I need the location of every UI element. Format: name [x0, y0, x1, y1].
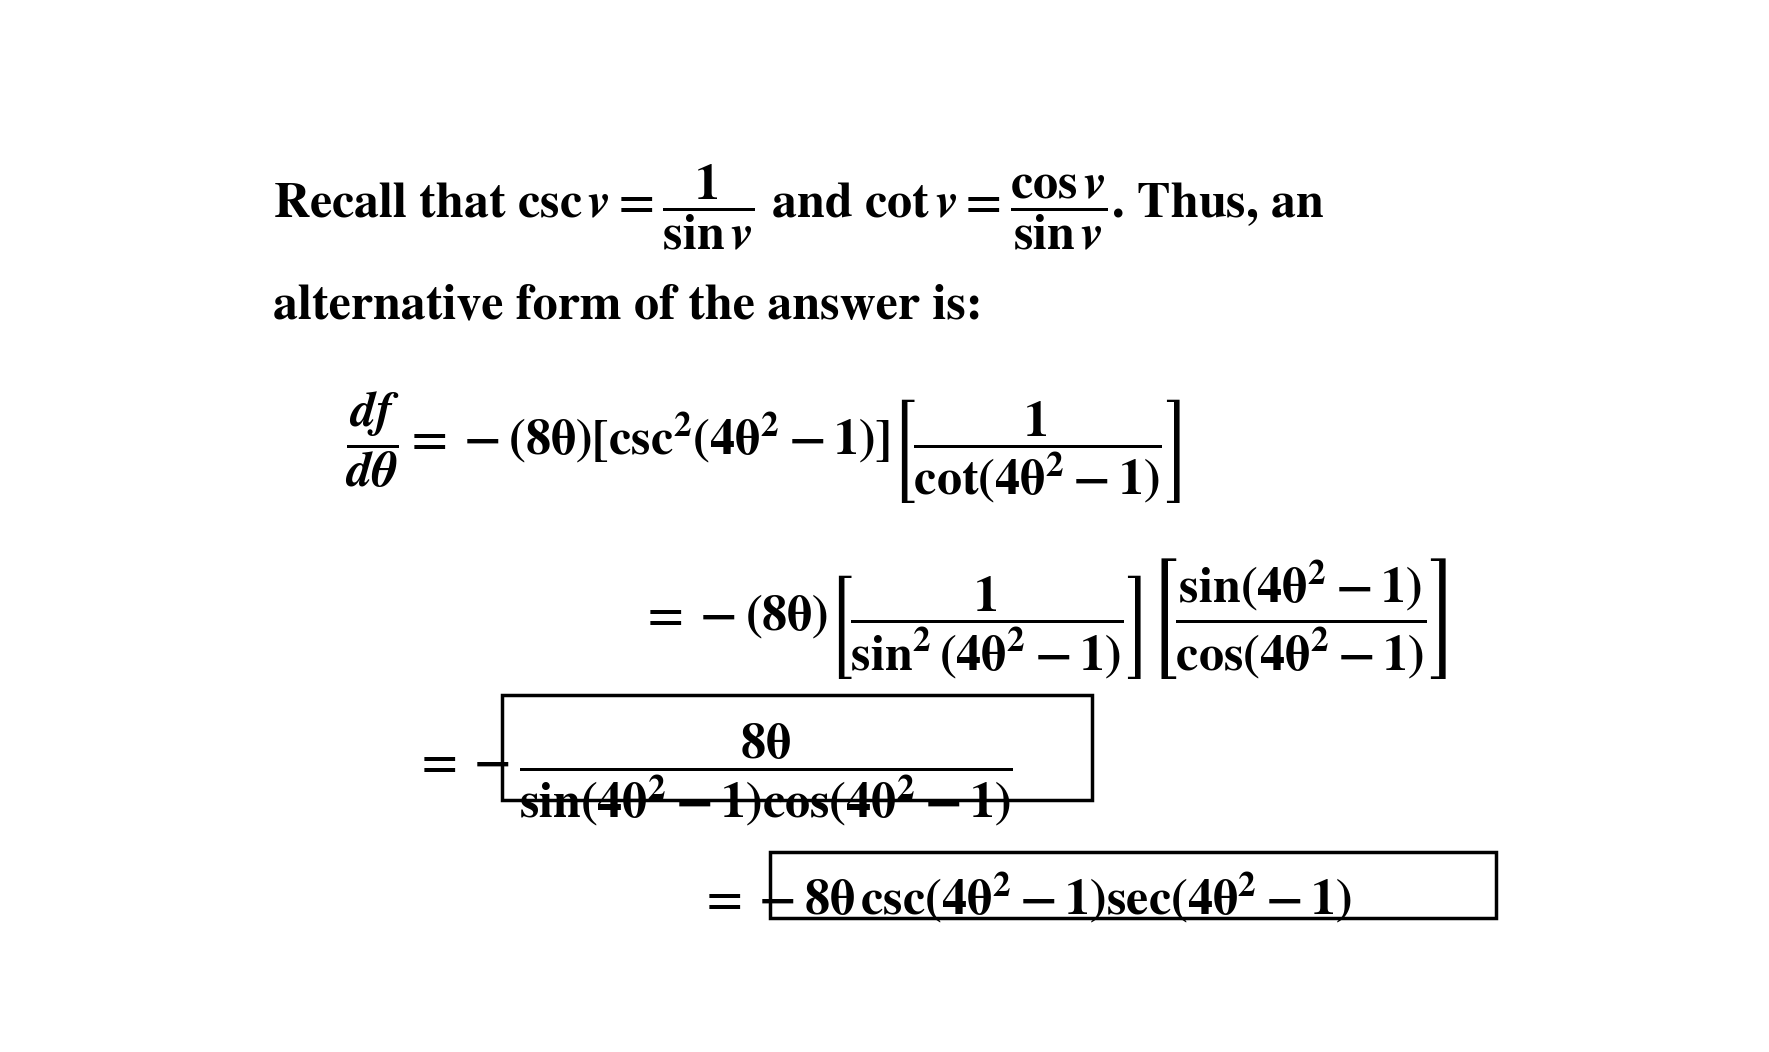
Bar	[502, 695, 1091, 801]
Text: alternative form of the answer is:: alternative form of the answer is:	[272, 284, 984, 328]
Bar	[770, 852, 1497, 918]
Text: $\dfrac{\boldsymbol{df}}{\boldsymbol{d\theta}} = -(8\theta)[\mathrm{csc}^2(4\the: $\dfrac{\boldsymbol{df}}{\boldsymbol{d\t…	[345, 389, 1180, 506]
Text: $= -(8\theta)\left[\dfrac{1}{\sin^2(4\theta^2 - 1)}\right]\left[\dfrac{\sin(4\th: $= -(8\theta)\left[\dfrac{1}{\sin^2(4\th…	[639, 555, 1447, 681]
Text: $= -\dfrac{8\theta}{\sin(4\theta^2 - 1)\cos(4\theta^2 - 1)}$: $= -\dfrac{8\theta}{\sin(4\theta^2 - 1)\…	[412, 722, 1014, 828]
Text: $= -8\theta \, \mathrm{csc}(4\theta^2 - 1)\sec(4\theta^2 - 1)$: $= -8\theta \, \mathrm{csc}(4\theta^2 - …	[699, 870, 1352, 925]
Text: Recall that $\mathbf{csc}\, \boldsymbol{v} = \dfrac{\mathbf{1}}{\mathbf{sin}\, \: Recall that $\mathbf{csc}\, \boldsymbol{…	[272, 163, 1325, 252]
